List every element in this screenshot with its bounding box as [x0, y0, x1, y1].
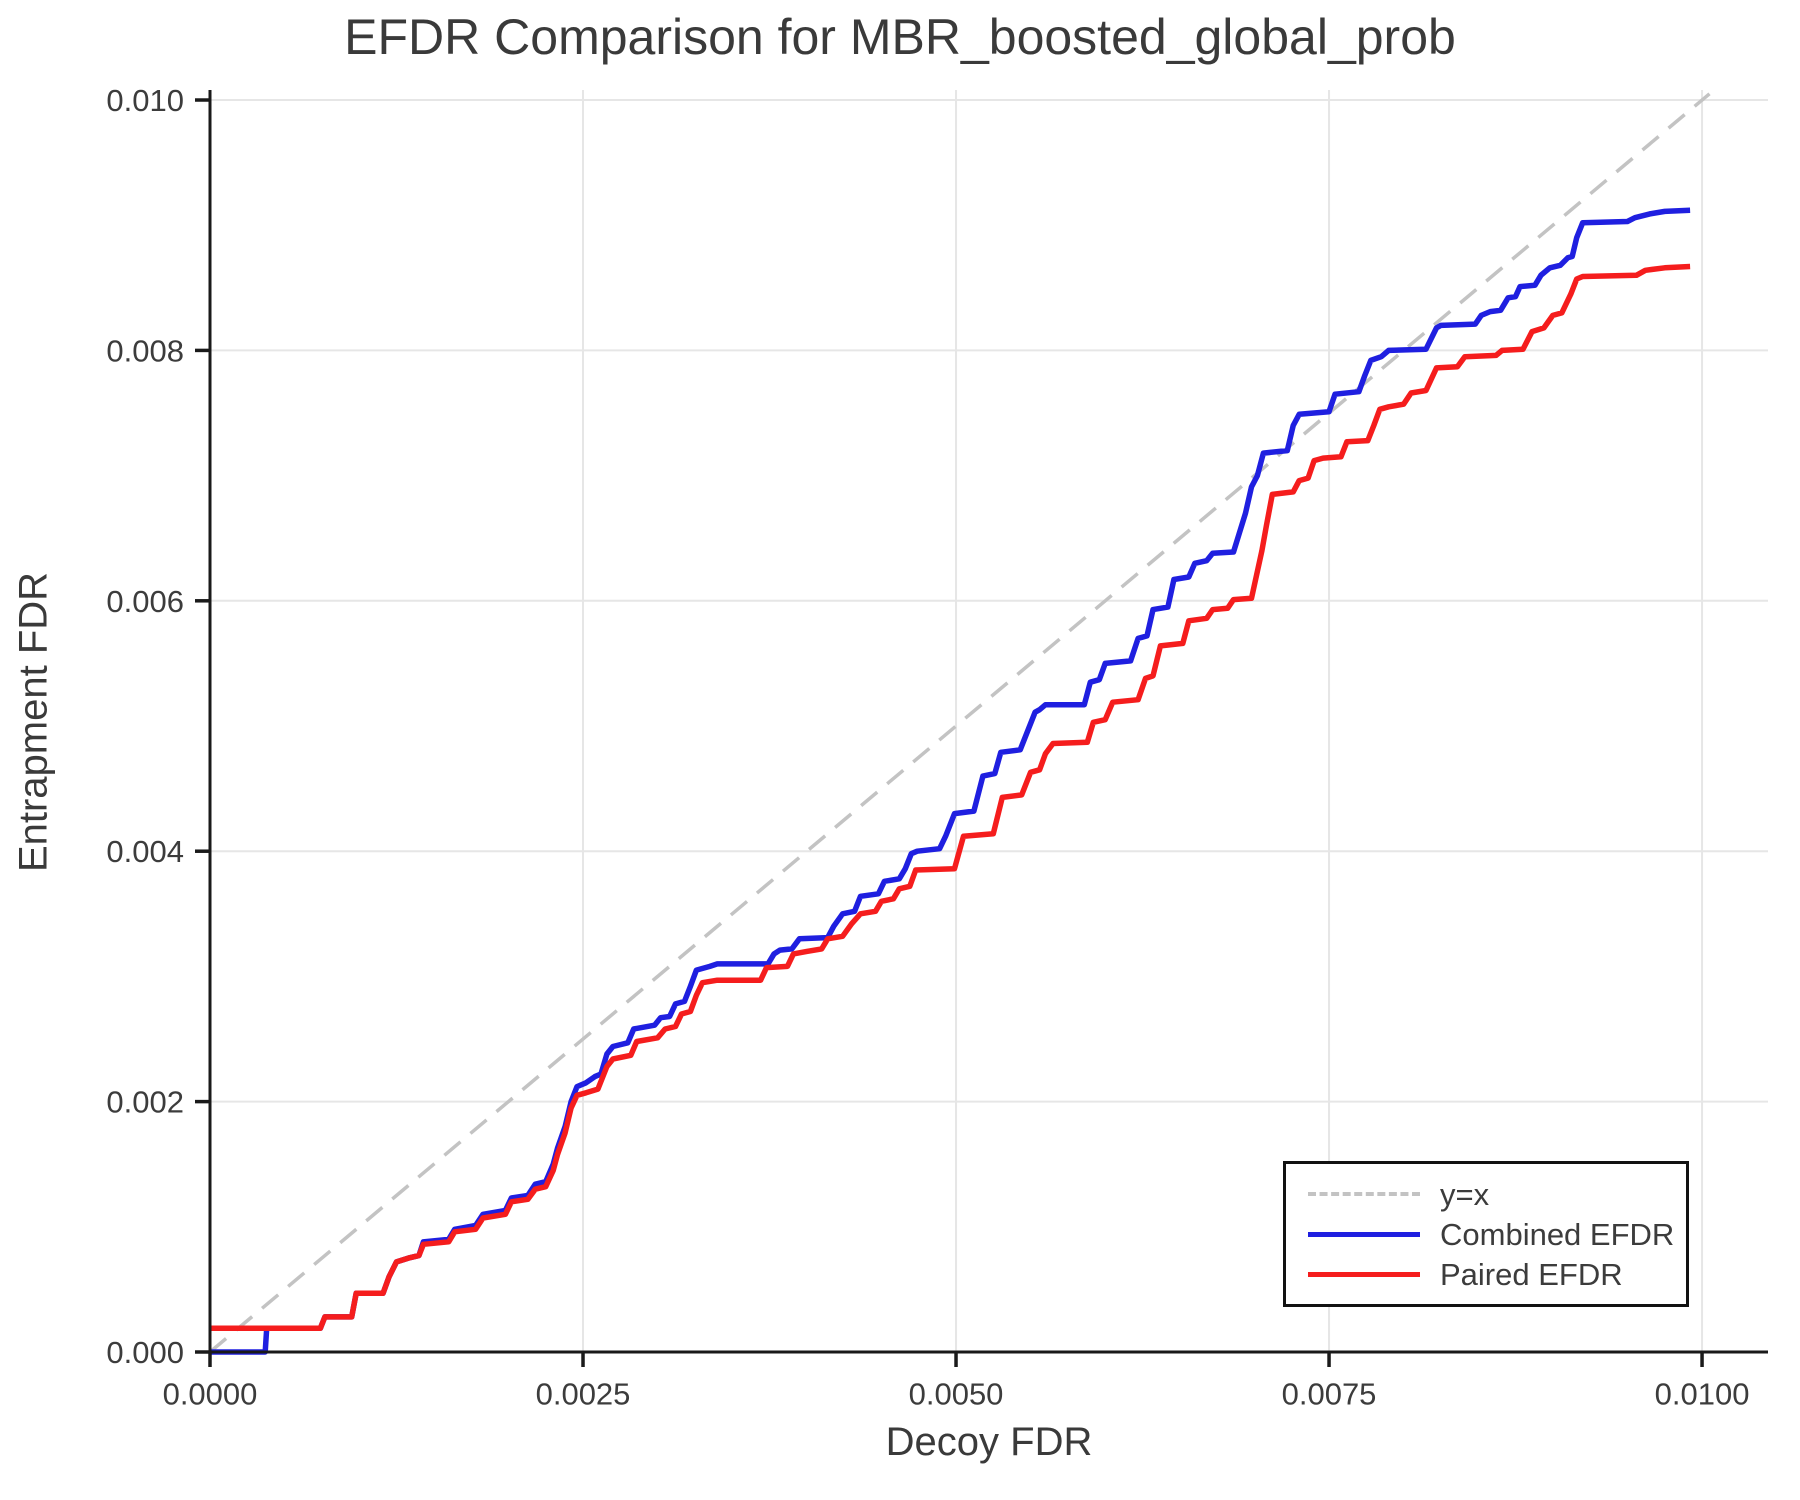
legend-item-identity: y=x: [1308, 1176, 1686, 1213]
combined-efdr-line: [210, 207, 1691, 1355]
y-tick-label: 0.002: [106, 1085, 184, 1120]
y-tick-label: 0.000: [106, 1335, 184, 1370]
x-tick-label: 0.0075: [1282, 1376, 1377, 1411]
legend: y=x Combined EFDR Paired EFDR: [1283, 1161, 1689, 1307]
legend-item-paired-efdr: Paired EFDR: [1308, 1256, 1686, 1293]
y-tick-label: 0.010: [106, 83, 184, 118]
y-tick-label: 0.004: [106, 834, 184, 869]
legend-item-combined-efdr: Combined EFDR: [1308, 1216, 1686, 1253]
x-tick-label: 0.0000: [163, 1376, 258, 1411]
paired-efdr-swatch: [1308, 1271, 1420, 1277]
identity-line: [208, 92, 1711, 1354]
legend-label-paired-efdr: Paired EFDR: [1440, 1256, 1623, 1292]
legend-label-identity: y=x: [1440, 1176, 1490, 1212]
x-axis-label: Decoy FDR: [885, 1420, 1093, 1464]
chart-title: EFDR Comparison for MBR_boosted_global_p…: [344, 9, 1456, 65]
x-tick-label: 0.0100: [1655, 1376, 1750, 1411]
y-tick-label: 0.006: [106, 584, 184, 619]
y-tick-label: 0.008: [106, 333, 184, 368]
identity-line-swatch: [1308, 1192, 1420, 1196]
legend-label-combined-efdr: Combined EFDR: [1440, 1216, 1675, 1252]
x-tick-label: 0.0025: [536, 1376, 631, 1411]
paired-efdr-line: [210, 263, 1691, 1331]
x-tick-label: 0.0050: [909, 1376, 1004, 1411]
combined-efdr-swatch: [1308, 1231, 1420, 1237]
